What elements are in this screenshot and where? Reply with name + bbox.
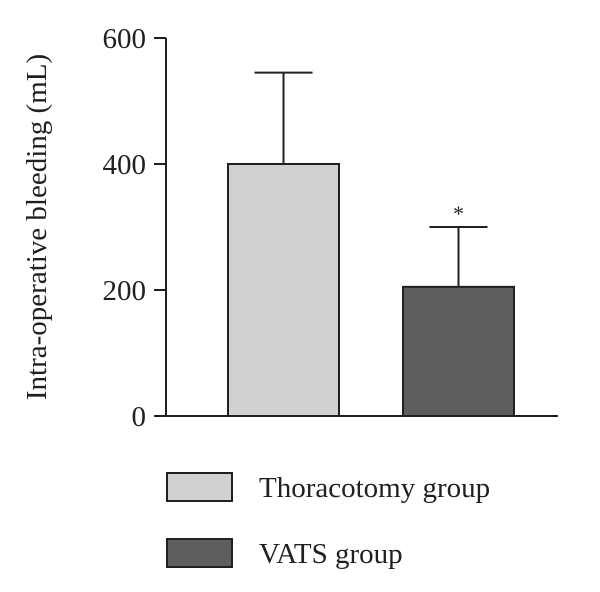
bar-1 — [227, 163, 340, 417]
y-tick-label: 400 — [103, 149, 147, 181]
y-tick-label: 600 — [103, 23, 147, 55]
significance-marker: * — [453, 201, 464, 226]
y-axis-label: Intra-operative bleeding (mL) — [21, 54, 53, 400]
legend-swatch-2 — [166, 538, 233, 568]
y-ticks: 0 200 400 600 — [103, 23, 166, 433]
annotations: * — [453, 201, 464, 226]
legend: Thoracotomy group VATS group — [166, 472, 490, 570]
legend-label-2: VATS group — [259, 538, 403, 570]
error-bars — [254, 71, 488, 287]
bar-2 — [402, 285, 515, 417]
legend-label-1: Thoracotomy group — [259, 472, 490, 504]
legend-swatch-1 — [166, 472, 233, 502]
y-tick-label: 0 — [132, 401, 147, 433]
y-tick-label: 200 — [103, 275, 147, 307]
bars — [227, 163, 515, 417]
